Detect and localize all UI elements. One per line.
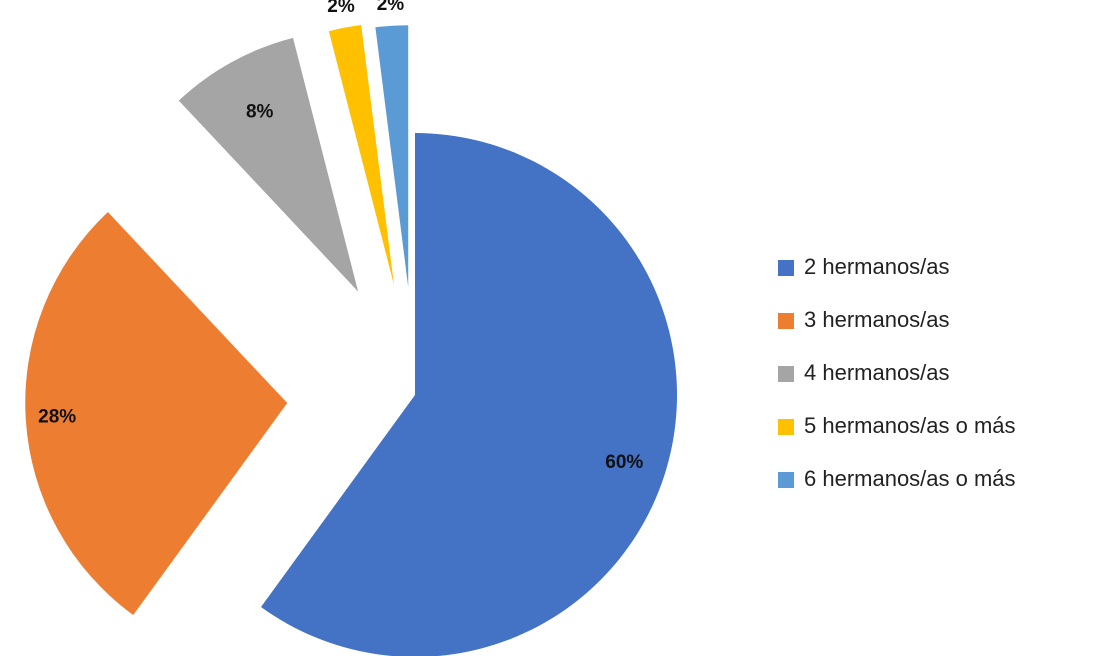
pie-slice xyxy=(261,133,677,656)
pie-slice xyxy=(328,25,395,285)
legend-label: 4 hermanos/as xyxy=(804,360,950,385)
pie-slice xyxy=(178,37,359,292)
legend-swatch xyxy=(778,472,794,488)
legend-swatch xyxy=(778,260,794,276)
value-label: 60% xyxy=(605,452,643,473)
legend-swatch xyxy=(778,419,794,435)
legend-label: 6 hermanos/as o más xyxy=(804,466,1016,491)
legend-swatch xyxy=(778,313,794,329)
pie-slice xyxy=(375,25,409,288)
value-label: 2% xyxy=(327,0,355,17)
value-label: 2% xyxy=(377,0,405,15)
legend-label: 5 hermanos/as o más xyxy=(804,413,1016,438)
pie-slice xyxy=(25,212,288,615)
value-label: 8% xyxy=(246,102,274,123)
legend-swatch xyxy=(778,366,794,382)
legend-label: 3 hermanos/as xyxy=(804,307,950,332)
legend-label: 2 hermanos/as xyxy=(804,254,950,279)
value-label: 28% xyxy=(38,407,76,428)
